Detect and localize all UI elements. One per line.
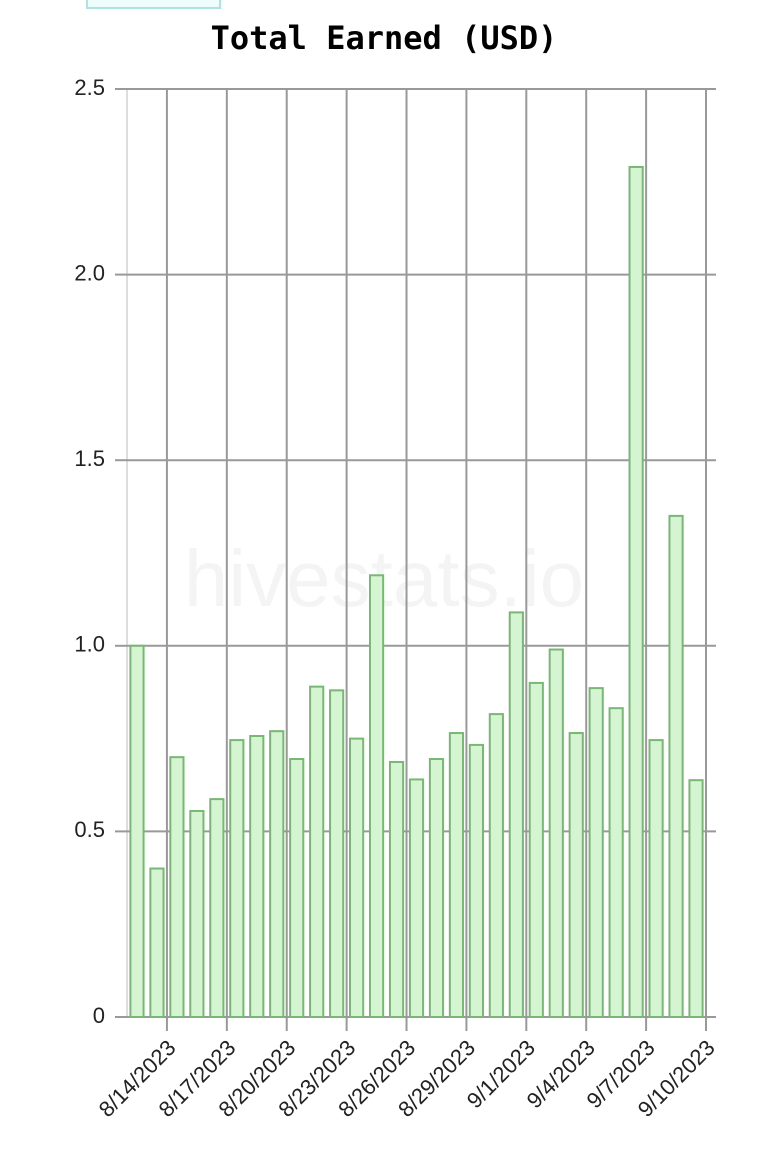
bar: [488, 713, 504, 1019]
y-tick-label: 2.0: [74, 260, 105, 285]
y-tick-label: 1.0: [74, 632, 105, 657]
bar: [269, 730, 285, 1019]
y-tick-label: 2.5: [74, 75, 105, 100]
bar: [388, 760, 405, 1018]
bar: [568, 732, 584, 1018]
bar: [468, 743, 484, 1018]
bar: [508, 611, 524, 1019]
bar: [329, 689, 345, 1018]
bar: [588, 687, 604, 1019]
chart-title: Total Earned (USD): [211, 19, 558, 57]
bar: [648, 739, 664, 1018]
bar: [309, 685, 325, 1019]
bar: [209, 798, 225, 1018]
bar: [408, 778, 425, 1018]
legend-swatch: [86, 0, 221, 9]
bar: [349, 737, 365, 1018]
bar: [688, 779, 704, 1018]
bar: [368, 574, 385, 1018]
bar: [129, 644, 145, 1018]
bar: [548, 648, 564, 1019]
bar: [528, 681, 544, 1018]
bar: [149, 867, 165, 1019]
y-tick-label: 1.5: [74, 446, 105, 471]
bar: [608, 707, 624, 1019]
bar: [189, 809, 205, 1019]
bar: [169, 756, 185, 1018]
bar: [289, 758, 305, 1018]
bar: [249, 735, 265, 1018]
bar: [229, 739, 245, 1018]
y-tick-label: 0.5: [74, 817, 105, 842]
y-tick-label: 0: [93, 1003, 105, 1028]
bar: [448, 732, 465, 1018]
bar: [628, 165, 644, 1018]
bar: [428, 758, 445, 1018]
bar: [668, 514, 684, 1018]
